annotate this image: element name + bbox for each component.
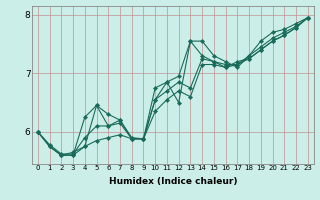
- X-axis label: Humidex (Indice chaleur): Humidex (Indice chaleur): [108, 177, 237, 186]
